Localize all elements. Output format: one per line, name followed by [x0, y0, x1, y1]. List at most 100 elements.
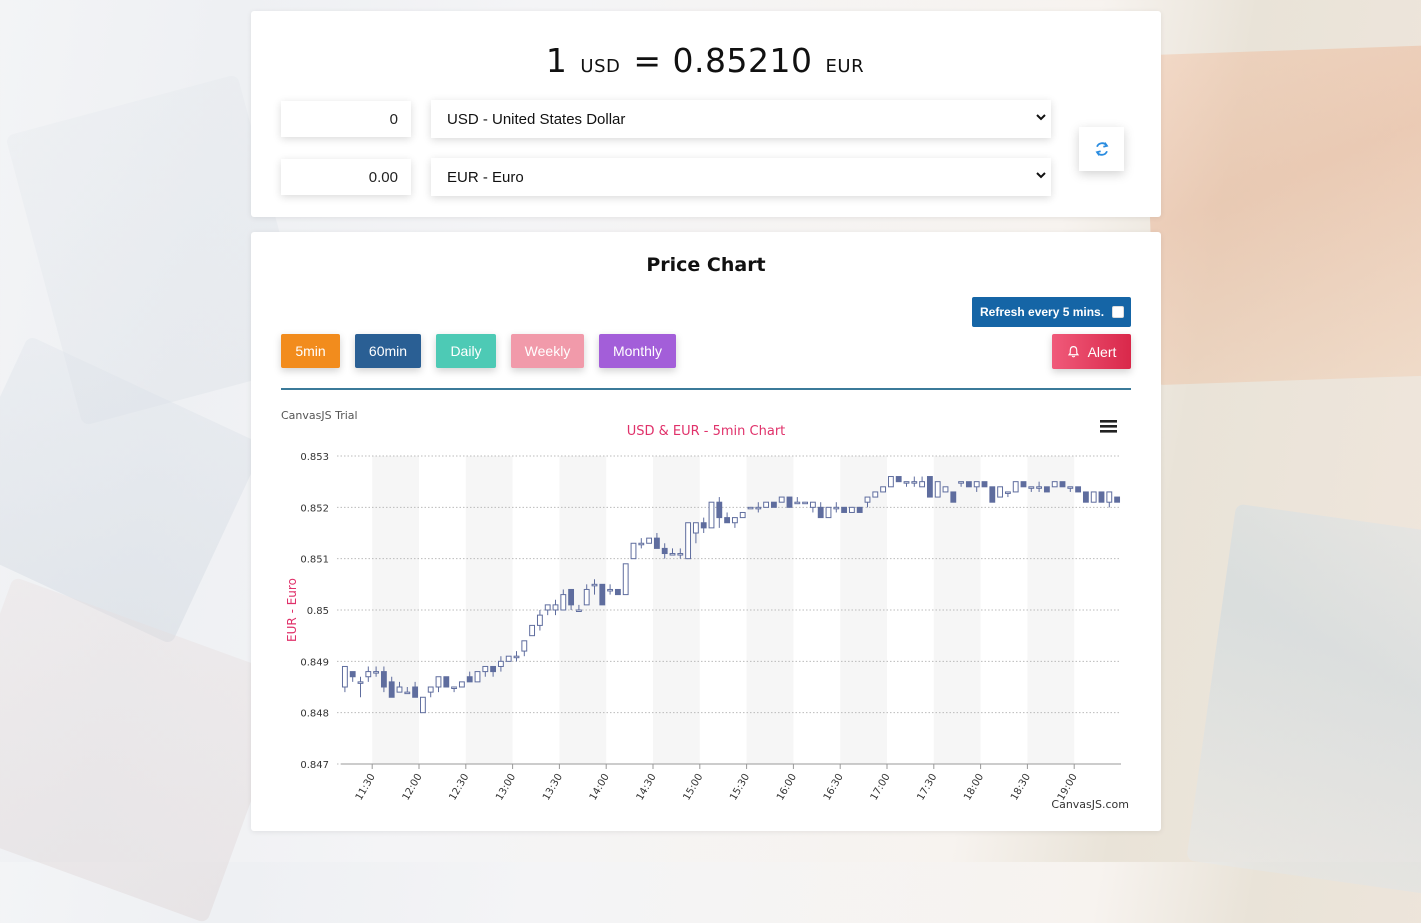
candle — [911, 476, 918, 487]
candle-body — [950, 491, 957, 503]
price-chart-card: Price Chart Refresh every 5 mins. 5min 6… — [251, 232, 1161, 831]
candle-body — [763, 501, 770, 508]
alert-label: Alert — [1087, 343, 1117, 360]
candle-body — [1020, 481, 1027, 488]
to-amount-input[interactable] — [281, 159, 411, 195]
timeframe-5min-button[interactable]: 5min — [281, 334, 340, 368]
candle-body — [607, 588, 614, 592]
from-amount-input[interactable] — [281, 101, 411, 137]
candle-body — [560, 594, 567, 611]
x-tick-label: 14:00 — [588, 772, 612, 802]
candle-body — [1004, 491, 1011, 494]
alert-button[interactable]: Alert — [1052, 334, 1131, 369]
candle — [638, 538, 645, 549]
candle — [380, 666, 387, 693]
timeframe-weekly-button[interactable]: Weekly — [511, 334, 584, 368]
candle — [1075, 486, 1082, 493]
canvasjs-credit-link[interactable]: CanvasJS.com — [1051, 798, 1129, 811]
candle — [958, 481, 965, 487]
candle — [427, 686, 434, 698]
candle — [443, 676, 450, 688]
candle-body — [458, 681, 465, 688]
candle — [716, 497, 723, 528]
candle — [809, 501, 816, 513]
x-tick-label: 15:30 — [728, 772, 752, 802]
candle — [1098, 491, 1105, 503]
candle-body — [880, 486, 887, 493]
candle — [997, 486, 1004, 498]
candle — [412, 681, 419, 698]
candle-body — [521, 640, 528, 652]
converter-card: 1 USD = 0.85210 EUR USD - United States … — [251, 11, 1161, 217]
background-banknote — [1144, 44, 1421, 386]
candle — [513, 651, 520, 662]
candle — [989, 486, 996, 503]
x-tick-label: 12:30 — [447, 772, 471, 802]
candle — [692, 522, 699, 544]
rate-value: 0.85210 — [672, 41, 813, 80]
candle — [1028, 486, 1035, 492]
candle-body — [692, 522, 699, 534]
candle-body — [599, 583, 606, 606]
candle — [466, 671, 473, 683]
candle — [708, 501, 715, 529]
timeframe-monthly-button[interactable]: Monthly — [599, 334, 676, 368]
from-currency-select[interactable]: USD - United States Dollar — [431, 100, 1051, 138]
candle — [529, 624, 536, 637]
candle-body — [817, 506, 824, 519]
candle-body — [903, 481, 910, 484]
candle — [373, 666, 380, 677]
candle — [1020, 481, 1027, 488]
candle — [482, 665, 489, 677]
candle — [630, 542, 637, 560]
candle-body — [864, 496, 871, 503]
candlestick-chart: 0.853 0.852 0.851 0.85 0.849 0.848 0.847 11:30… — [281, 409, 1129, 811]
to-currency-select[interactable]: EUR - Euro — [431, 158, 1051, 196]
candle — [724, 512, 731, 524]
candle — [536, 610, 543, 631]
timeframe-label: 60min — [368, 343, 408, 359]
candle — [926, 476, 933, 498]
swap-currencies-button[interactable] — [1079, 127, 1124, 171]
rate-to-code: EUR — [825, 56, 865, 77]
candle-body — [724, 517, 731, 524]
candle-body — [451, 686, 458, 689]
candle-body — [341, 665, 348, 688]
candle — [404, 687, 411, 695]
hamburger-menu-icon[interactable] — [1099, 419, 1119, 435]
auto-refresh-checkbox[interactable] — [1112, 306, 1125, 318]
rate-equals: = — [633, 41, 662, 80]
auto-refresh-label: Refresh every 5 mins. — [980, 305, 1105, 319]
auto-refresh-toggle[interactable]: Refresh every 5 mins. — [972, 297, 1131, 327]
candle — [934, 481, 941, 498]
candle-body — [529, 624, 536, 637]
candle — [770, 501, 777, 508]
candle-body — [404, 691, 411, 695]
candle-body — [427, 686, 434, 693]
candle — [552, 599, 559, 616]
y-tick-label: 0.851 — [300, 555, 329, 566]
candle-body — [981, 481, 988, 488]
candle — [646, 537, 653, 544]
candle-body — [841, 506, 848, 513]
candle — [848, 506, 855, 513]
candle — [490, 665, 497, 677]
candle — [919, 476, 926, 488]
x-tick-label: 16:30 — [822, 772, 846, 802]
candle — [903, 481, 910, 487]
x-tick-label: 18:00 — [962, 772, 986, 802]
candle-body — [770, 501, 777, 508]
candle-body — [833, 506, 840, 510]
timeframe-60min-button[interactable]: 60min — [355, 334, 421, 368]
candle — [1036, 481, 1043, 492]
candle-body — [739, 511, 746, 519]
candle-body — [357, 681, 364, 684]
chart-title: USD & EUR - 5min Chart — [627, 424, 786, 439]
candle — [700, 517, 707, 533]
candle-body — [942, 486, 949, 493]
timeframe-daily-button[interactable]: Daily — [436, 334, 496, 368]
candle-body — [1067, 486, 1074, 489]
candle-body — [412, 686, 419, 698]
candle — [1090, 491, 1097, 503]
candle-body — [591, 583, 598, 587]
